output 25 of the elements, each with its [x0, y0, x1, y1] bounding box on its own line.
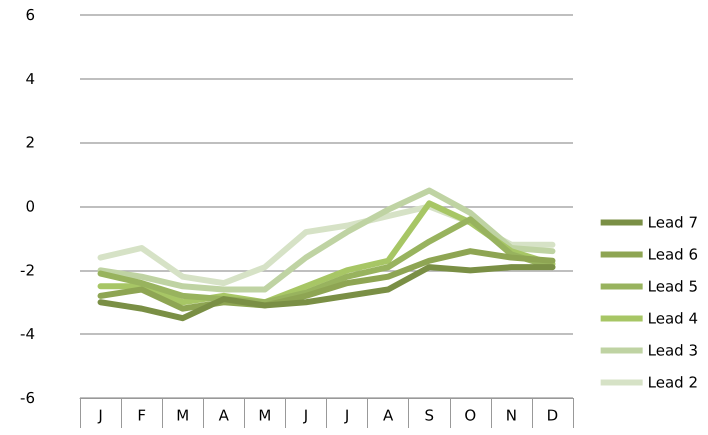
x-tick-label: A [382, 406, 394, 424]
y-tick-label: -4 [20, 325, 35, 344]
legend-label: Lead 2 [648, 374, 698, 392]
x-tick-label: J [302, 406, 308, 424]
legend-label: Lead 4 [648, 310, 698, 328]
legend-label: Lead 3 [648, 342, 698, 360]
legend-label: Lead 7 [648, 214, 698, 232]
y-tick-label: 6 [25, 6, 35, 24]
legend-label: Lead 6 [648, 246, 698, 264]
x-tick-label: O [464, 406, 476, 424]
y-tick-label: 4 [25, 70, 35, 88]
x-tick-label: F [137, 406, 146, 424]
x-tick-label: D [546, 406, 558, 424]
legend-label: Lead 5 [648, 278, 698, 296]
y-tick-label: 2 [25, 134, 35, 152]
x-tick-label: S [424, 406, 434, 424]
x-tick-label: M [176, 406, 190, 424]
y-tick-label: 0 [25, 198, 35, 216]
y-tick-label: -6 [20, 389, 35, 407]
x-tick-label: J [344, 406, 350, 424]
y-tick-label: -2 [20, 261, 35, 280]
x-tick-label: M [258, 406, 272, 424]
x-tick-label: A [218, 406, 230, 424]
x-tick-label: J [97, 406, 103, 424]
x-tick-label: N [506, 406, 517, 424]
